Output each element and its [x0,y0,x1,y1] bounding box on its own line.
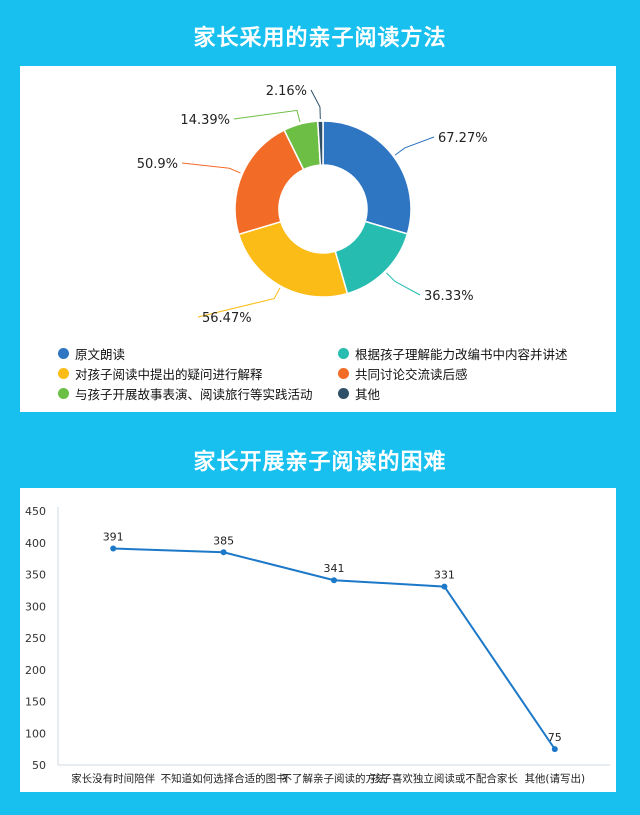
y-tick-label: 100 [25,727,46,740]
pie-slice [237,220,349,298]
legend-label: 与孩子开展故事表演、阅读旅行等实践活动 [75,386,313,402]
y-tick-label: 450 [25,505,46,518]
line-data-label: 331 [434,569,455,582]
pie-legend: 原文朗读 根据孩子理解能力改编书中内容并讲述对孩子阅读中提出的疑问进行解释 共同讨论… [58,344,598,402]
pie-leader-line [197,287,281,318]
pie-leader-line [386,272,421,296]
legend-item: 与孩子开展故事表演、阅读旅行等实践活动 [58,384,338,402]
legend-item: 对孩子阅读中提出的疑问进行解释 [58,364,338,382]
line-point [331,577,337,584]
pie-leader-line [181,162,241,174]
y-tick-label: 250 [25,632,46,645]
legend-swatch [58,347,69,359]
legend-swatch [338,387,349,399]
legend-swatch [58,387,69,399]
pie-data-label: 50.9% [137,157,178,172]
pie-chart-title: 家长采用的亲子阅读方法 [193,26,447,51]
pie-slice [322,120,412,235]
legend-item: 根据孩子理解能力改编书中内容并讲述 [338,344,598,362]
legend-swatch [338,347,349,359]
pie-leader-line [394,136,435,156]
line-chart-panel: 50 100 150 200 250 300 350 400 450 家长没有时间陪伴 不知道如何选… [20,488,616,792]
pie-data-label: 14.39% [180,113,230,128]
line-data-label: 341 [324,562,345,575]
line-point [441,583,448,590]
line-point [551,746,558,753]
y-tick-label: 350 [25,569,46,582]
legend-label: 原文朗读 [75,346,126,362]
legend-item: 共同讨论交流读后感 [338,364,598,382]
line-chart: 50 100 150 200 250 300 350 400 450 家长没有时间陪伴 不知道如何选… [25,505,610,785]
line-chart-title: 家长开展亲子阅读的困难 [193,450,447,475]
legend-item: 原文朗读 [58,344,338,362]
legend-swatch [338,367,349,379]
line-data-label: 391 [103,530,124,543]
x-tick-label: 家长没有时间陪伴 [71,772,155,785]
y-tick-label: 50 [32,759,46,772]
legend-item: 其他 [338,384,598,402]
y-tick-label: 150 [25,696,46,709]
pie-data-label: 36.33% [424,289,474,304]
legend-label: 根据孩子理解能力改编书中内容并讲述 [355,346,568,362]
pie-chart: 67.27% 36.33% 56.47% 50.9% 14.39% 2.16% [137,84,488,326]
pie-leader-line [310,89,321,120]
line-point [110,545,117,552]
x-tick-label: 孩子喜欢独立阅读或不配合家长 [371,772,518,785]
pie-chart-panel: 67.27% 36.33% 56.47% 50.9% 14.39% 2.16% 原文朗读 根… [20,66,616,412]
legend-label: 共同讨论交流读后感 [355,366,468,382]
x-tick-label: 不了解亲子阅读的方法 [282,772,387,785]
y-tick-label: 300 [25,600,46,613]
y-tick-label: 400 [25,537,46,550]
line-point [220,549,227,556]
legend-swatch [58,367,69,379]
legend-label: 其他 [355,386,381,402]
pie-leader-line [233,109,301,123]
y-tick-label: 200 [25,664,46,677]
pie-data-label: 67.27% [438,131,488,146]
pie-data-label: 56.47% [202,311,252,326]
legend-label: 对孩子阅读中提出的疑问进行解释 [75,366,263,382]
line-data-label: 385 [213,534,234,547]
x-tick-label: 不知道如何选择合适的图书 [161,772,287,785]
line-data-label: 75 [548,731,562,744]
pie-slice [316,120,324,166]
x-tick-label: 其他(请写出) [524,772,585,785]
pie-data-label: 2.16% [266,84,307,99]
